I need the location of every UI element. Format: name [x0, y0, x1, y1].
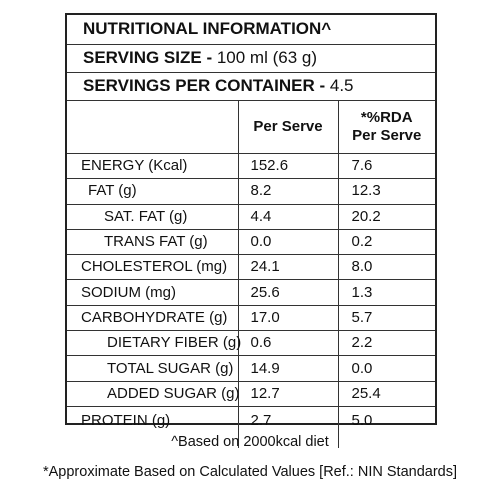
- rda-value: 5.7: [337, 304, 435, 332]
- servings-label: SERVINGS PER CONTAINER -: [83, 76, 330, 95]
- table-row: TOTAL SUGAR (g) 14.9 0.0: [67, 355, 435, 382]
- nutrient-label: DIETARY FIBER (g): [67, 330, 241, 357]
- rda-value: 0.0: [337, 355, 435, 382]
- table-row: ENERGY (Kcal) 152.6 7.6: [67, 153, 435, 180]
- table-row: CARBOHYDRATE (g) 17.0 5.7: [67, 304, 435, 332]
- per-serve-value: 0.6: [237, 330, 339, 357]
- rda-value: 12.3: [337, 178, 435, 205]
- header-rda-line2: Per Serve: [352, 127, 422, 144]
- nutrient-label: FAT (g): [67, 178, 239, 205]
- nutrient-label: TRANS FAT (g): [67, 228, 239, 256]
- header-nutrient: [67, 101, 239, 154]
- footnote-basis: ^Based on 2000kcal diet: [171, 434, 329, 450]
- serving-size-row: SERVING SIZE - 100 ml (63 g): [67, 45, 435, 73]
- per-serve-value: 4.4: [237, 203, 339, 230]
- per-serve-value: 24.1: [237, 254, 339, 281]
- rda-value: 25.4: [337, 380, 435, 407]
- rda-value: 8.0: [337, 254, 435, 281]
- rda-value: 1.3: [337, 279, 435, 306]
- table-row: PROTEIN (g) 2.7 5.0: [67, 405, 435, 448]
- servings-value: 4.5: [329, 76, 354, 95]
- rda-value: 5.0: [337, 405, 435, 448]
- serving-size-value: 100 ml (63 g): [216, 48, 317, 67]
- per-serve-value: 12.7: [237, 380, 339, 407]
- rda-value: 2.2: [337, 330, 435, 357]
- per-serve-value: 152.6: [237, 153, 339, 180]
- header-per-serve: Per Serve: [237, 101, 339, 154]
- rda-value: 7.6: [337, 153, 435, 180]
- per-serve-value: 25.6: [237, 279, 339, 306]
- per-serve-value: 2.7: [237, 405, 339, 448]
- table-header-row: Per Serve *%RDA Per Serve: [67, 101, 435, 154]
- header-rda-line1: *%RDA: [360, 109, 413, 126]
- serving-size-label: SERVING SIZE -: [83, 48, 217, 67]
- header-rda: *%RDA Per Serve: [337, 101, 435, 154]
- per-serve-value: 17.0: [237, 304, 339, 332]
- footnote-approx: *Approximate Based on Calculated Values …: [42, 464, 457, 480]
- panel-title: NUTRITIONAL INFORMATION^: [83, 19, 332, 38]
- nutrient-label: CHOLESTEROL (mg): [67, 254, 239, 281]
- rda-value: 20.2: [337, 203, 435, 230]
- nutrition-panel: NUTRITIONAL INFORMATION^ SERVING SIZE - …: [65, 13, 437, 448]
- per-serve-value: 8.2: [237, 178, 339, 205]
- table-row: SODIUM (mg) 25.6 1.3: [67, 279, 435, 306]
- nutrient-label: TOTAL SUGAR (g): [67, 355, 239, 382]
- table-row: DIETARY FIBER (g) 0.6 2.2: [67, 330, 435, 357]
- rda-value: 0.2: [337, 228, 435, 256]
- table-row: CHOLESTEROL (mg) 24.1 8.0: [67, 254, 435, 281]
- nutrient-label: SAT. FAT (g): [67, 203, 239, 230]
- nutrient-label: CARBOHYDRATE (g): [67, 304, 239, 332]
- nutrient-label: ENERGY (Kcal): [67, 153, 239, 180]
- table-row: ADDED SUGAR (g) 12.7 25.4: [67, 380, 435, 407]
- servings-per-container-row: SERVINGS PER CONTAINER - 4.5: [67, 73, 435, 101]
- panel-title-row: NUTRITIONAL INFORMATION^: [67, 15, 435, 45]
- table-row: FAT (g) 8.2 12.3: [67, 178, 435, 205]
- nutrient-label: PROTEIN (g): [67, 405, 239, 448]
- per-serve-value: 0.0: [237, 228, 339, 256]
- nutrient-label: SODIUM (mg): [67, 279, 239, 306]
- nutrition-table: Per Serve *%RDA Per Serve ENERGY (Kcal) 1…: [67, 101, 435, 448]
- table-row: SAT. FAT (g) 4.4 20.2: [67, 203, 435, 230]
- table-row: TRANS FAT (g) 0.0 0.2: [67, 228, 435, 256]
- per-serve-value: 14.9: [237, 355, 339, 382]
- nutrient-label: ADDED SUGAR (g): [67, 380, 240, 407]
